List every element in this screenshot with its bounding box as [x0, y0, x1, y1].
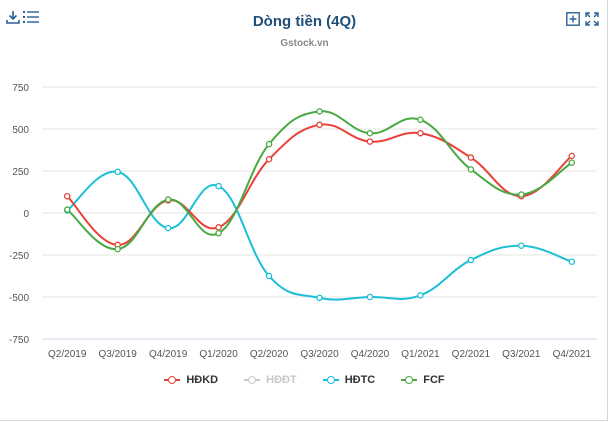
download-icon: [6, 11, 20, 24]
data-point-hdkd: [568, 152, 576, 160]
hamburger-menu-icon: [23, 11, 39, 23]
legend-label: HĐTC: [344, 374, 376, 386]
data-point-hdkd: [265, 155, 273, 163]
x-tick-label: Q2/2021: [452, 349, 491, 360]
y-tick-label: 250: [12, 167, 29, 178]
chart-title: Dòng tiền (4Q): [252, 13, 357, 30]
fullscreen-button[interactable]: [585, 12, 599, 26]
data-point-hdkd: [215, 224, 222, 231]
x-tick-label: Q1/2020: [199, 349, 238, 360]
data-point-hdtc: [215, 182, 222, 190]
legend-item[interactable]: HĐTC: [322, 374, 376, 386]
series-line-hdkd: [66, 123, 573, 246]
series-line-hdtc: [66, 170, 573, 301]
data-point-hdtc: [366, 293, 374, 301]
legend-item[interactable]: FCF: [401, 374, 445, 386]
data-point-hdkd: [417, 129, 424, 137]
y-tick-label: 750: [12, 83, 29, 94]
data-point-fcf: [417, 116, 424, 124]
x-tick-label: Q1/2021: [401, 349, 440, 360]
data-point-hdtc: [467, 256, 475, 264]
expand-button[interactable]: [566, 12, 580, 26]
data-point-hdtc: [568, 258, 576, 265]
y-tick-label: 0: [23, 209, 29, 220]
data-point-hdtc: [265, 272, 273, 280]
y-tick-label: -250: [9, 251, 29, 262]
x-tick-label: Q3/2021: [502, 349, 541, 360]
chart-legend: HĐKD HĐĐT HĐTC FCF: [0, 374, 609, 386]
expand-box-icon: [566, 12, 580, 26]
legend-swatch: [244, 375, 261, 385]
data-point-hdtc: [164, 224, 172, 232]
data-point-hdtc: [518, 242, 525, 250]
data-point-hdtc: [417, 292, 424, 299]
menu-button[interactable]: [23, 10, 40, 24]
data-point-fcf: [366, 129, 374, 137]
legend-label: HĐĐT: [266, 374, 297, 386]
y-tick-label: 500: [12, 125, 29, 136]
data-point-fcf: [467, 166, 475, 173]
data-point-fcf: [114, 245, 121, 253]
data-point-fcf: [265, 140, 273, 148]
data-point-fcf: [568, 159, 576, 166]
legend-item[interactable]: HĐKD: [164, 374, 218, 386]
download-button[interactable]: [6, 9, 20, 25]
data-point-hdkd: [366, 138, 374, 145]
data-point-fcf: [518, 191, 525, 198]
legend-swatch: [164, 375, 181, 385]
data-point-hdtc: [114, 168, 121, 176]
x-tick-label: Q2/2020: [250, 349, 289, 360]
y-tick-label: -750: [9, 335, 29, 346]
legend-label: FCF: [423, 374, 445, 386]
data-point-hdkd: [316, 121, 323, 129]
legend-item[interactable]: HĐĐT: [244, 374, 297, 386]
y-tick-label: -500: [9, 293, 29, 304]
data-point-fcf: [164, 196, 172, 203]
fullscreen-icon: [585, 12, 599, 26]
x-tick-label: Q3/2019: [98, 349, 137, 360]
x-tick-label: Q3/2020: [300, 349, 339, 360]
data-point-fcf: [63, 206, 71, 213]
x-tick-label: Q4/2020: [351, 349, 390, 360]
data-point-fcf: [215, 229, 222, 237]
chart-subtitle: Gstock.vn: [280, 38, 329, 49]
data-point-hdkd: [467, 154, 475, 161]
legend-label: HĐKD: [186, 374, 219, 386]
series-line-fcf: [66, 110, 573, 251]
legend-swatch: [322, 375, 339, 385]
legend-swatch: [401, 375, 418, 385]
data-point-fcf: [316, 108, 323, 115]
x-tick-label: Q4/2021: [553, 349, 592, 360]
x-tick-label: Q2/2019: [48, 349, 87, 360]
data-point-hdtc: [316, 294, 323, 302]
x-tick-label: Q4/2019: [149, 349, 188, 360]
data-point-hdkd: [63, 192, 71, 200]
